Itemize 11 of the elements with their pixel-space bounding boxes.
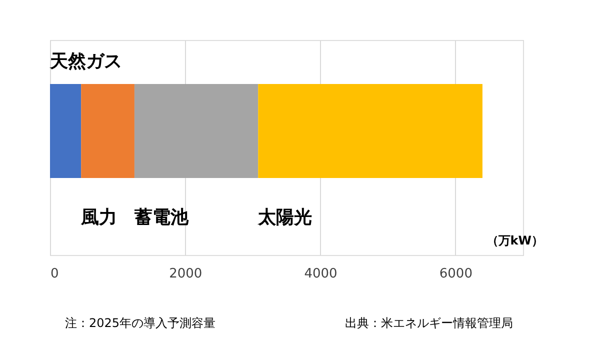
x-tick-label: 2000 (169, 266, 202, 282)
series-label: 風力 (80, 207, 118, 228)
series-label: 太陽光 (257, 207, 312, 228)
source-note: 出典：米エネルギー情報管理局 (345, 316, 513, 330)
series-label: 蓄電池 (133, 207, 190, 228)
x-axis-title: （万kW） (486, 234, 544, 248)
x-tick-label: 4000 (304, 266, 338, 282)
text: 注：2025年の導入予測容量 (65, 316, 216, 330)
series-label: 天然ガス (49, 51, 122, 72)
x-tick-label: 6000 (439, 266, 472, 282)
x-tick-label: 0 (50, 266, 59, 282)
